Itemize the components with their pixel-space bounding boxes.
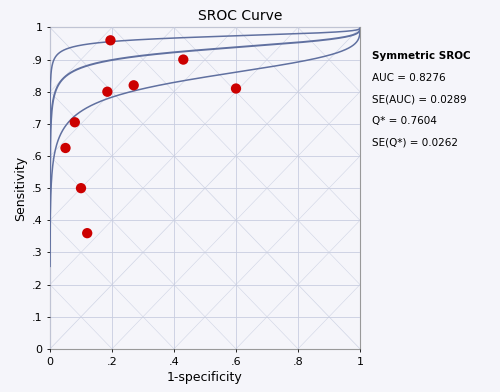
Text: SE(Q*) = 0.0262: SE(Q*) = 0.0262 [372, 137, 458, 147]
Point [77, 185, 85, 191]
Point [104, 89, 112, 95]
Text: AUC = 0.8276: AUC = 0.8276 [372, 73, 446, 83]
Point [180, 56, 188, 63]
Text: Q* = 0.7604: Q* = 0.7604 [372, 116, 438, 126]
Text: SE(AUC) = 0.0289: SE(AUC) = 0.0289 [372, 94, 467, 104]
X-axis label: 1-specificity: 1-specificity [167, 371, 243, 384]
Text: SROC Curve: SROC Curve [198, 9, 282, 24]
Point [106, 37, 114, 44]
Point [62, 145, 70, 151]
Point [130, 82, 138, 89]
Text: Symmetric SROC: Symmetric SROC [372, 51, 471, 61]
Point [83, 230, 91, 236]
Point [232, 85, 240, 92]
Y-axis label: Sensitivity: Sensitivity [14, 156, 28, 221]
Point [71, 119, 79, 125]
